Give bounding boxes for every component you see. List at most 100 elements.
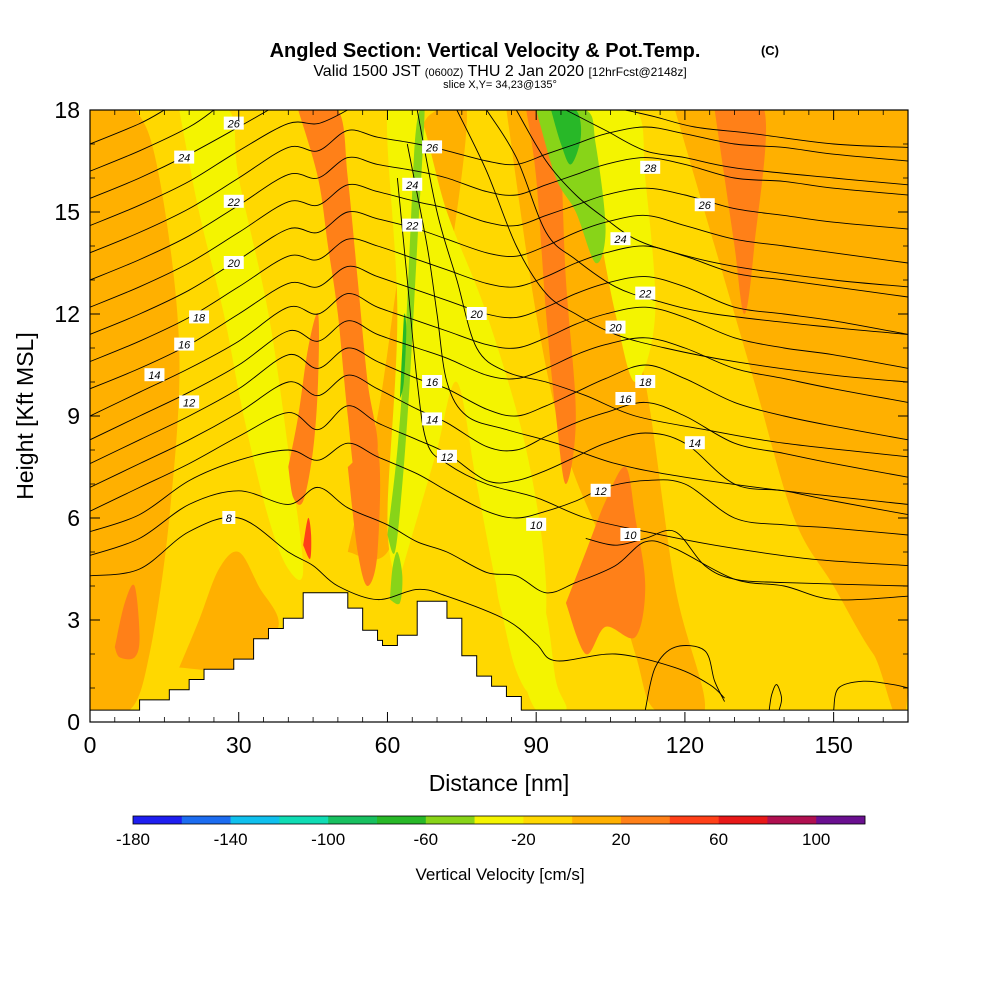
contour-labels: 8 10 12 12 14 16 14 16 18 18 20 22 24 26 24 22 20 26 28 26 2…: [144, 116, 715, 542]
colorbar-swatch-2: [230, 816, 280, 824]
isentrope-line-11: [90, 183, 908, 308]
slice-info: slice X,Y= 34,23@135°: [443, 79, 557, 91]
valid-forecast: [12hrFcst@2148z]: [588, 65, 686, 79]
svg-text:12: 12: [441, 452, 453, 464]
isentrope-line-3: [90, 405, 908, 516]
colorbar-tick-label-0: -180: [116, 830, 150, 849]
contour-label-9: 18: [635, 375, 656, 389]
velocity-region-14: [565, 466, 646, 655]
isentrope-line-22: [456, 110, 908, 383]
isentrope-lines: [90, 110, 908, 711]
isentrope-line-10: [90, 211, 908, 335]
colorbar-swatch-7: [474, 816, 524, 824]
svg-text:16: 16: [178, 340, 191, 352]
contour-label-25: 12: [590, 483, 611, 498]
colorbar-tick-label-7: 100: [802, 830, 830, 849]
y-tick-label-1: 3: [67, 607, 80, 633]
colorbar-tick-label-5: 20: [612, 830, 631, 849]
contour-label-23: 16: [422, 375, 443, 389]
svg-text:26: 26: [425, 142, 439, 154]
contour-label-2: 12: [436, 449, 457, 464]
contour-label-12: 24: [174, 150, 195, 165]
isentrope-line-24: [406, 143, 908, 505]
terrain: [90, 592, 908, 722]
isentrope-line-26: [585, 529, 908, 587]
contour-label-10: 20: [223, 256, 244, 270]
svg-text:14: 14: [689, 438, 701, 450]
contour-label-3: 12: [179, 395, 200, 409]
x-tick-label-2: 60: [375, 732, 401, 758]
x-tick-label-4: 120: [666, 732, 704, 758]
svg-text:20: 20: [227, 258, 241, 270]
contour-label-1: 10: [526, 517, 547, 532]
colorbar-swatch-12: [718, 816, 768, 824]
isentrope-line-27: [644, 645, 725, 711]
velocity-region-16: [288, 313, 320, 505]
x-tick-label-0: 0: [84, 732, 97, 758]
svg-text:24: 24: [405, 180, 418, 192]
colorbar-swatch-14: [816, 816, 866, 824]
isentrope-line-25: [396, 177, 908, 567]
contour-label-19: 26: [694, 198, 715, 212]
x-tick-label-1: 30: [226, 732, 252, 758]
velocity-region-17: [303, 517, 312, 559]
svg-text:24: 24: [613, 234, 626, 246]
isentrope-line-17: [90, 110, 165, 145]
svg-text:22: 22: [405, 221, 418, 233]
contour-label-5: 16: [615, 392, 636, 406]
colorbar-tick-label-6: 60: [709, 830, 728, 849]
x-tick-label-3: 90: [523, 732, 549, 758]
isentrope-line-7: [90, 293, 908, 417]
isentrope-line-1: [90, 486, 908, 601]
velocity-region-9: [496, 518, 567, 716]
contour-label-11: 22: [223, 194, 244, 209]
isentrope-line-28: [768, 684, 783, 711]
velocity-region-22: [399, 313, 407, 399]
isentrope-line-16: [90, 110, 215, 172]
contour-label-26: 10: [620, 528, 641, 542]
x-axis: 0 30 60 90 120 150: [84, 110, 909, 758]
isentrope-line-20: [515, 110, 908, 288]
contour-label-17: 26: [223, 116, 244, 131]
contour-label-15: 22: [402, 218, 423, 233]
velocity-region-20: [536, 110, 606, 264]
svg-text:10: 10: [624, 530, 637, 542]
contour-label-16: 20: [466, 307, 487, 321]
velocity-region-12: [526, 110, 576, 484]
velocity-region-21: [551, 110, 582, 165]
valid-date: THU 2 Jan 2020: [467, 63, 584, 80]
chart-title-tag: (C): [761, 43, 779, 58]
isentrope-line-9: [90, 238, 908, 363]
velocity-region-6: [179, 110, 304, 580]
y-tick-label-4: 12: [54, 301, 80, 327]
isentrope-line-14: [90, 110, 348, 227]
svg-text:12: 12: [595, 486, 607, 498]
colorbar: -180 -140 -100 -60 -20 20 60 100: [116, 815, 866, 849]
y-tick-label-3: 9: [67, 403, 80, 429]
colorbar-swatch-10: [621, 816, 671, 824]
colorbar-tick-label-1: -140: [214, 830, 248, 849]
svg-text:14: 14: [148, 370, 160, 382]
contour-label-14: 24: [402, 177, 423, 192]
isentrope-line-5: [90, 347, 908, 465]
velocity-region-19: [389, 551, 403, 605]
colorbar-tick-label-2: -100: [311, 830, 345, 849]
y-tick-label-6: 18: [54, 97, 80, 123]
svg-text:16: 16: [426, 377, 439, 389]
svg-text:18: 18: [193, 312, 206, 324]
svg-text:20: 20: [608, 323, 622, 335]
y-axis-label: Height [Kft MSL]: [12, 332, 38, 499]
colorbar-swatch-6: [425, 816, 475, 824]
contour-label-18: 28: [640, 160, 661, 175]
colorbar-swatch-1: [181, 816, 231, 824]
isentrope-line-29: [833, 680, 908, 711]
colorbar-label: Vertical Velocity [cm/s]: [415, 865, 584, 884]
svg-text:22: 22: [227, 197, 240, 209]
velocity-region-5: [774, 416, 874, 536]
svg-text:24: 24: [177, 153, 190, 165]
isentrope-line-18: [565, 110, 908, 186]
svg-text:28: 28: [643, 163, 657, 175]
valid-prefix: Valid 1500 JST: [313, 63, 421, 80]
